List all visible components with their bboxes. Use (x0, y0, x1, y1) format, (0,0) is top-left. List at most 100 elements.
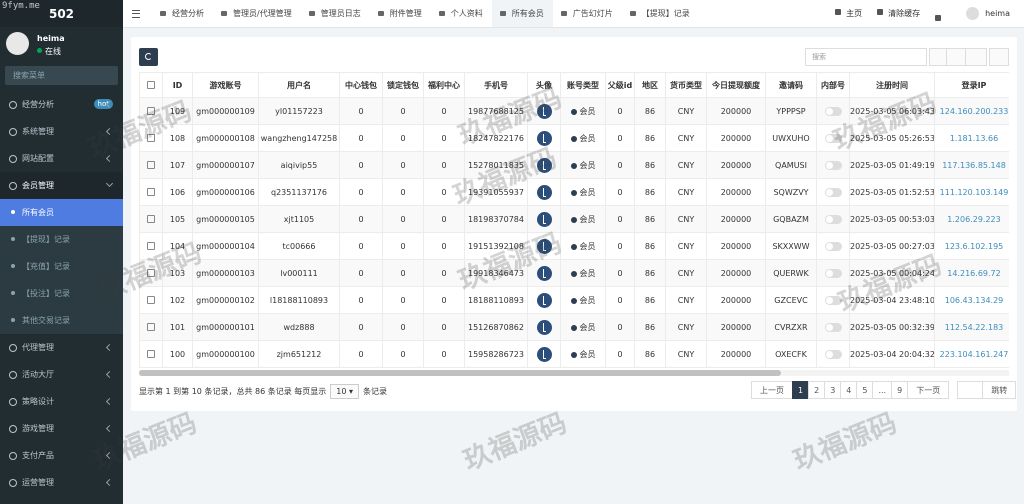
tab[interactable]: 个人资料 (431, 0, 492, 27)
toggle-switch[interactable] (824, 295, 842, 305)
column-header[interactable]: 今日提现额度 (706, 72, 766, 98)
menu-item[interactable]: 代理管理 (0, 334, 123, 361)
submenu-item[interactable]: 【提现】记录 (0, 226, 123, 253)
menu-search[interactable] (5, 66, 118, 85)
column-header[interactable]: 游戏账号 (192, 72, 259, 98)
login-ip[interactable]: 106.43.134.29 (934, 286, 1009, 314)
checkbox[interactable] (147, 81, 155, 89)
checkbox[interactable] (147, 323, 155, 331)
menu-item[interactable]: 系统管理 (0, 118, 123, 145)
checkbox[interactable] (147, 107, 155, 115)
column-header[interactable]: 父级id (605, 72, 635, 98)
next-page[interactable]: 下一页 (907, 381, 950, 399)
submenu-item[interactable]: 所有会员 (0, 199, 123, 226)
column-header[interactable]: 中心钱包 (339, 72, 383, 98)
clear-cache[interactable]: 清除缓存 (870, 8, 928, 19)
column-header[interactable]: 福利中心 (423, 72, 465, 98)
login-ip[interactable]: 112.54.22.183 (934, 313, 1009, 341)
toggle-view[interactable] (929, 48, 947, 66)
table-search[interactable] (805, 48, 927, 66)
login-ip[interactable]: 1.206.29.223 (934, 205, 1009, 233)
checkbox[interactable] (147, 269, 155, 277)
page-size[interactable]: 10 ▾ (330, 383, 359, 399)
tab[interactable]: 广告幻灯片 (553, 0, 622, 27)
login-ip[interactable]: 14.216.69.72 (934, 259, 1009, 287)
columns-button[interactable] (946, 48, 966, 66)
tab[interactable]: 管理员日志 (301, 0, 370, 27)
menu-item[interactable]: 经营分析 hot (0, 91, 123, 118)
menu-item[interactable]: 会员管理 (0, 172, 123, 199)
scroll-thumb[interactable] (139, 370, 781, 376)
top-avatar[interactable] (966, 7, 980, 20)
page-number[interactable]: 1 (792, 381, 810, 399)
column-header[interactable]: 用户名 (258, 72, 340, 98)
toggle-switch[interactable] (824, 214, 842, 224)
menu-item[interactable]: 游戏管理 (0, 415, 123, 442)
column-header[interactable]: 手机号 (464, 72, 528, 98)
tab[interactable]: 【提现】记录 (622, 0, 699, 27)
column-header[interactable]: 邀请码 (765, 72, 817, 98)
scrollbar[interactable] (139, 370, 1009, 376)
refresh-button[interactable] (139, 48, 158, 66)
page-number[interactable]: 4 (840, 381, 858, 399)
logo[interactable]: 502 (0, 0, 123, 27)
tab[interactable]: 经营分析 (152, 0, 213, 27)
account-type-cell: 会员 (560, 151, 606, 179)
login-ip[interactable]: 111.120.103.149 (934, 178, 1009, 206)
submenu-item[interactable]: 其他交易记录 (0, 307, 123, 334)
account-type-cell: 会员 (560, 259, 606, 287)
login-ip[interactable]: 223.104.161.247 (934, 340, 1009, 368)
column-header[interactable]: 地区 (634, 72, 666, 98)
column-header[interactable]: 登录IP (934, 72, 1009, 98)
checkbox[interactable] (147, 161, 155, 169)
login-ip[interactable]: 117.136.85.148 (934, 151, 1009, 179)
jump-button[interactable]: 跳转 (982, 381, 1017, 399)
menu-item[interactable]: 活动大厅 (0, 361, 123, 388)
checkbox[interactable] (147, 242, 155, 250)
export-button[interactable] (965, 48, 987, 66)
column-header[interactable]: ID (162, 72, 193, 98)
toggle-switch[interactable] (824, 268, 842, 278)
page-number[interactable]: 3 (824, 381, 842, 399)
tab[interactable]: 附件管理 (370, 0, 431, 27)
column-header[interactable]: 货币类型 (665, 72, 707, 98)
page-number[interactable]: 2 (808, 381, 826, 399)
search-button[interactable] (989, 48, 1009, 66)
login-ip[interactable]: 123.6.102.195 (934, 232, 1009, 260)
submenu-item[interactable]: 【充值】记录 (0, 253, 123, 280)
home-link[interactable]: 主页 (828, 8, 870, 19)
toggle-switch[interactable] (824, 349, 842, 359)
checkbox[interactable] (147, 215, 155, 223)
page-number[interactable]: 9 (891, 381, 909, 399)
tab[interactable]: 管理员/代理管理 (213, 0, 301, 27)
top-user[interactable]: heima (985, 9, 1010, 18)
checkbox[interactable] (147, 296, 155, 304)
column-header[interactable]: 头像 (527, 72, 561, 98)
login-ip[interactable]: 124.160.200.233 (934, 97, 1009, 125)
checkbox[interactable] (147, 134, 155, 142)
toggle-switch[interactable] (824, 241, 842, 251)
toggle-switch[interactable] (824, 322, 842, 332)
menu-item[interactable]: 策略设计 (0, 388, 123, 415)
column-header[interactable]: 锁定钱包 (382, 72, 424, 98)
menu-item[interactable]: 支付产品 (0, 442, 123, 469)
menu-toggle[interactable] (132, 9, 140, 18)
login-ip[interactable]: 1.181.13.66 (934, 124, 1009, 152)
page-number[interactable]: 5 (856, 381, 874, 399)
toggle-switch[interactable] (824, 160, 842, 170)
toggle-switch[interactable] (824, 187, 842, 197)
page-number[interactable]: ... (872, 381, 893, 399)
menu-item[interactable]: 网站配置 (0, 145, 123, 172)
checkbox[interactable] (147, 188, 155, 196)
prev-page[interactable]: 上一页 (751, 381, 793, 399)
toggle-switch[interactable] (824, 106, 842, 116)
column-header[interactable]: 注册时间 (849, 72, 935, 98)
tab[interactable]: 所有会员 (491, 0, 553, 27)
column-header[interactable]: 内部号 (816, 72, 850, 98)
submenu-item[interactable]: 【投注】记录 (0, 280, 123, 307)
toggle-switch[interactable] (824, 133, 842, 143)
column-header[interactable]: 账号类型 (560, 72, 606, 98)
menu-item[interactable]: 运营管理 (0, 469, 123, 496)
checkbox[interactable] (147, 350, 155, 358)
jump-input[interactable] (957, 381, 984, 399)
